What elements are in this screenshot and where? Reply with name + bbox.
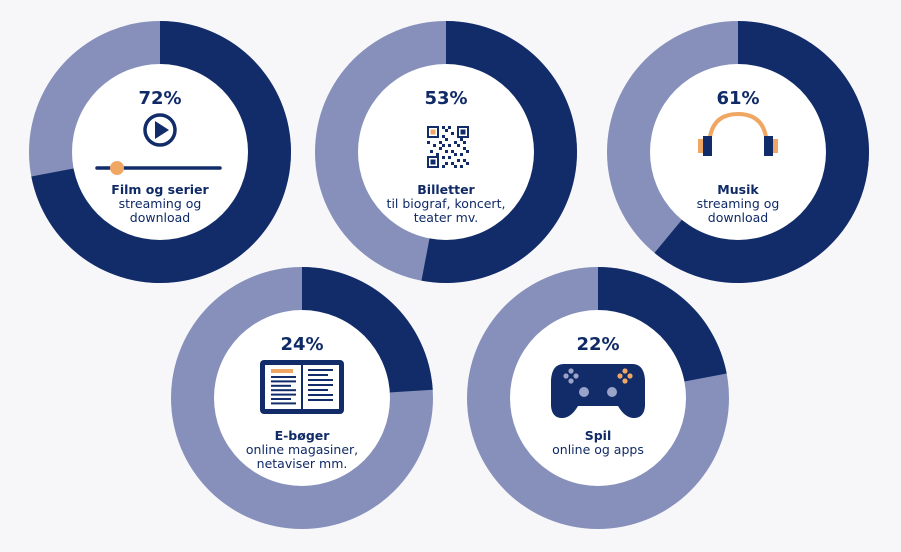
play-circle	[143, 113, 177, 147]
donut-hole	[650, 64, 826, 240]
category-title: Spil	[585, 428, 612, 443]
percent-label: 72%	[138, 88, 181, 109]
category-subtitle: online og apps	[552, 442, 644, 457]
donut-hole	[72, 64, 248, 240]
qr-code-icon	[427, 126, 469, 168]
category-title: Musik	[717, 182, 759, 197]
category-subtitle: download	[708, 210, 768, 225]
category-subtitle: online magasiner,	[246, 442, 358, 457]
headphones-icon	[698, 111, 778, 156]
percent-label: 24%	[280, 334, 323, 355]
category-title: Billetter	[417, 182, 475, 197]
category-title: E-bøger	[275, 428, 331, 443]
play-video-icon	[95, 113, 222, 175]
category-title: Film og serier	[111, 182, 209, 197]
category-subtitle: teater mv.	[414, 210, 479, 225]
ebook-icon	[260, 360, 344, 414]
gamepad-icon	[551, 364, 645, 418]
percent-label: 61%	[716, 88, 759, 109]
category-subtitle: download	[130, 210, 190, 225]
category-subtitle: netaviser mm.	[257, 456, 348, 471]
play-triangle	[155, 121, 169, 139]
percent-label: 53%	[424, 88, 467, 109]
category-subtitle: streaming og	[697, 196, 780, 211]
progress-knob	[110, 161, 124, 175]
headband	[707, 111, 769, 149]
percent-label: 22%	[576, 334, 619, 355]
category-subtitle: til biograf, koncert,	[387, 196, 506, 211]
category-subtitle: streaming og	[119, 196, 202, 211]
